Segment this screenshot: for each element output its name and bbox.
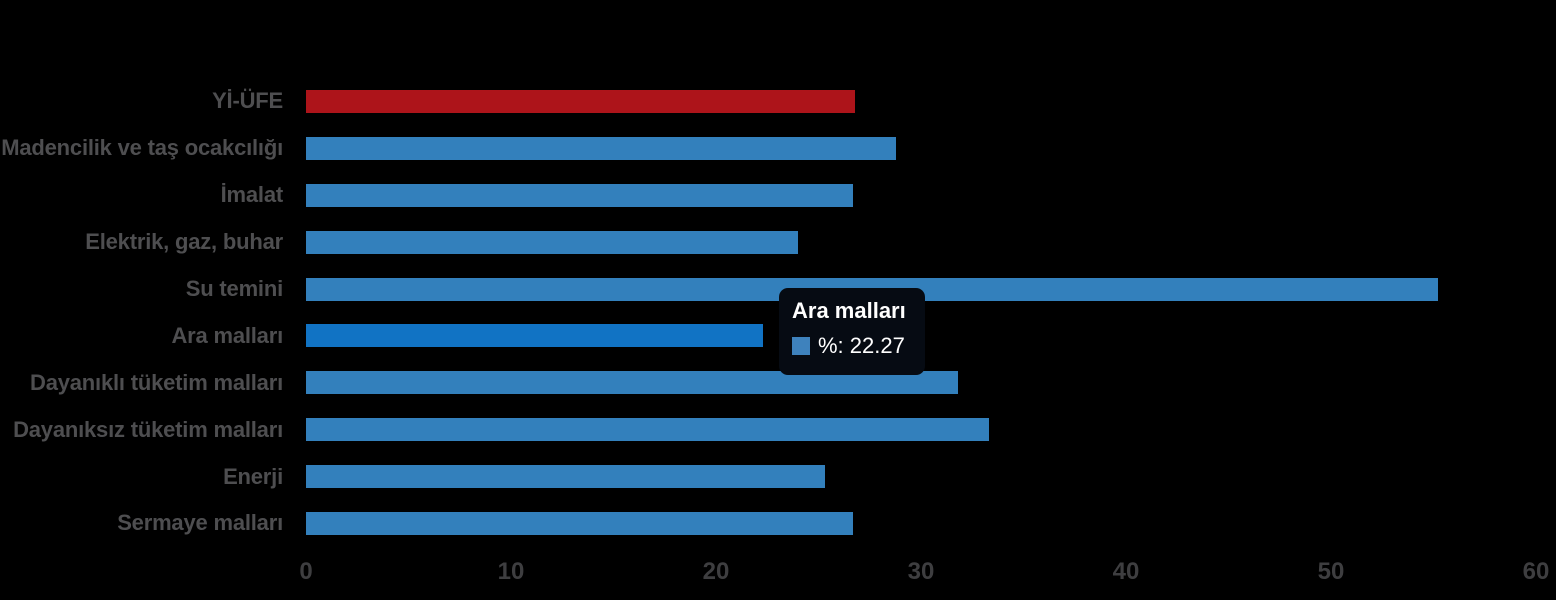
bar-track xyxy=(306,230,1536,254)
category-label-dayan-kl-t-ketim-mallar: Dayanıklı tüketim malları xyxy=(30,369,283,395)
chart-row: Madencilik ve taş ocakcılığı xyxy=(0,125,1556,172)
bar-track xyxy=(306,89,1536,113)
chart-row: Yİ-ÜFE xyxy=(0,78,1556,125)
chart-row: Dayanıklı tüketim malları xyxy=(0,359,1556,406)
bar-track xyxy=(306,371,1536,395)
chart-row: İmalat xyxy=(0,172,1556,219)
tooltip-series-swatch-icon xyxy=(792,337,810,355)
bar-dayan-kl-t-ketim-mallar[interactable] xyxy=(306,371,958,395)
bar-track xyxy=(306,465,1536,489)
category-label-yi-fe: Yİ-ÜFE xyxy=(212,88,283,114)
bar-elektrik-gaz-buhar[interactable] xyxy=(306,230,798,254)
bar-track xyxy=(306,418,1536,442)
chart-row: Elektrik, gaz, buhar xyxy=(0,219,1556,266)
bar-track xyxy=(306,511,1536,535)
category-label-ara-mallar: Ara malları xyxy=(171,322,283,348)
x-tick-label-0: 0 xyxy=(299,558,313,585)
chart-row: Sermaye malları xyxy=(0,500,1556,547)
chart-row: Dayanıksız tüketim malları xyxy=(0,406,1556,453)
bar-ara-mallar[interactable] xyxy=(306,324,763,348)
bar-track xyxy=(306,136,1536,160)
bar-dayan-ks-z-t-ketim-mallar[interactable] xyxy=(306,418,989,442)
x-tick-label-10: 10 xyxy=(497,558,525,585)
category-label-sermaye-mallar: Sermaye malları xyxy=(117,510,283,536)
bar-enerji[interactable] xyxy=(306,465,825,489)
category-label-elektrik-gaz-buhar: Elektrik, gaz, buhar xyxy=(85,229,283,255)
tooltip-title: Ara malları xyxy=(792,298,906,323)
bar-track xyxy=(306,183,1536,207)
category-label-dayan-ks-z-t-ketim-mallar: Dayanıksız tüketim malları xyxy=(13,416,283,442)
chart-row: Ara malları xyxy=(0,312,1556,359)
chart-row: Enerji xyxy=(0,453,1556,500)
tooltip-value-text: %: 22.27 xyxy=(818,333,905,358)
category-label-madencilik-ve-ta-ocakc-l: Madencilik ve taş ocakcılığı xyxy=(1,135,283,161)
bar-track xyxy=(306,324,1536,348)
tooltip-value-row: %: 22.27 xyxy=(792,335,912,357)
plot-area: Yİ-ÜFE Madencilik ve taş ocakcılığı İmalat… xyxy=(0,78,1556,547)
x-tick-label-20: 20 xyxy=(702,558,730,585)
bar-sermaye-mallar[interactable] xyxy=(306,511,854,535)
x-tick-label-60: 60 xyxy=(1522,558,1550,585)
tooltip: Ara malları %: 22.27 xyxy=(779,288,925,375)
x-tick-label-30: 30 xyxy=(907,558,935,585)
category-label-i-malat: İmalat xyxy=(220,182,284,208)
x-tick-label-50: 50 xyxy=(1317,558,1345,585)
category-label-su-temini: Su temini xyxy=(185,276,283,301)
chart-row: Su temini xyxy=(0,266,1556,313)
x-tick-label-40: 40 xyxy=(1112,558,1140,585)
bar-i-malat[interactable] xyxy=(306,183,854,207)
category-label-enerji: Enerji xyxy=(223,463,283,489)
bar-madencilik-ve-ta-ocakc-l[interactable] xyxy=(306,136,897,160)
x-axis: 0 10 20 30 40 50 60 xyxy=(299,558,1549,592)
bar-yi-fe[interactable] xyxy=(306,89,856,113)
